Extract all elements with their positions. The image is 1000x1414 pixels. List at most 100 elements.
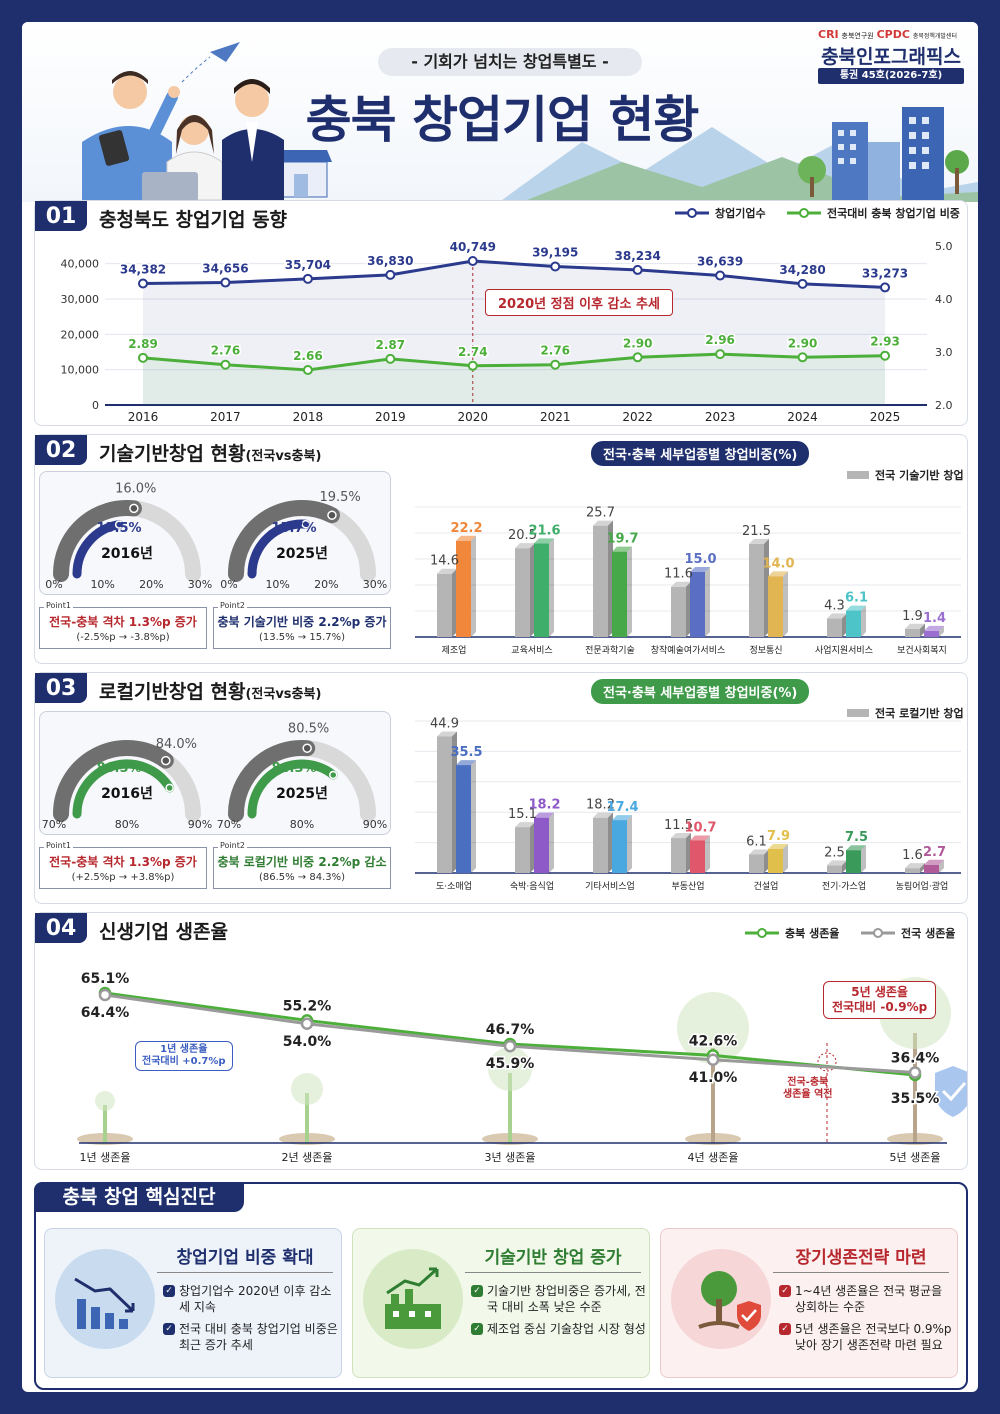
data-label: 2.66 (293, 349, 323, 363)
bar-local-label: 35.5 (450, 745, 482, 760)
x-tick-label: 2년 생존율 (282, 1151, 333, 1164)
data-point (550, 261, 561, 272)
category-label: 제조업 (442, 645, 467, 656)
bar-national (671, 586, 686, 637)
data-label: 36,639 (697, 255, 743, 269)
bar-national-label: 2.5 (824, 845, 845, 860)
factory-growth-icon (385, 1267, 441, 1329)
gauge-local-label: 84.3% (271, 761, 316, 776)
gauge-tick-label: 20% (139, 578, 163, 591)
bar-local-top (612, 815, 632, 821)
card-item: ✓ 전국 대비 충북 창업기업 비중은 최근 증가 추세 (163, 1321, 339, 1353)
series-area (143, 354, 885, 405)
data-label: 36.4% (891, 1051, 940, 1067)
data-label: 2.76 (211, 344, 241, 358)
callout-5year: 5년 생존율 전국대비 -0.9%p (823, 981, 937, 1019)
bar-national-side (452, 731, 457, 873)
gauge-tick-label: 10% (265, 578, 289, 591)
gauge-local-dot (329, 770, 338, 780)
point2-box: Point2 충북 기술기반 비중 2.2%p 증가 (13.5% → 15.7… (213, 601, 391, 649)
y-right-tick-label: 5.0 (935, 240, 953, 253)
bar-local-side (471, 760, 476, 873)
bar-national-label: 11.6 (664, 567, 693, 582)
card-item: ✓ 5년 생존율은 전국보다 0.9%p 낮아 장기 생존전략 마련 필요 (779, 1321, 955, 1353)
point2-box: Point2 충북 로컬기반 비중 2.2%p 감소 (86.5% → 84.3… (213, 841, 391, 889)
data-point (98, 988, 112, 1002)
bar-national-top (749, 538, 769, 544)
bar-local-top (612, 546, 632, 552)
bar-national-side (530, 543, 535, 637)
bar-national (437, 736, 452, 873)
data-point (908, 1066, 922, 1079)
point1-box: Point1 전국-충북 격차 1.3%p 증가 (+2.5%p → +3.8%… (39, 841, 207, 889)
plant-stem (305, 1093, 309, 1143)
x-tick-label: 2020 (458, 410, 489, 424)
point1-box: Point1 전국-충북 격차 1.3%p 증가 (-2.5%p → -3.8%… (39, 601, 207, 649)
bar-national-top (749, 849, 769, 855)
category-label: 도·소매업 (436, 881, 472, 892)
gauge-national-dot (327, 510, 337, 520)
series-name: 충북인포그래픽스 (821, 46, 961, 68)
data-point (880, 282, 890, 293)
x-tick-label: 2017 (210, 410, 241, 424)
data-point (550, 359, 561, 370)
section-survival-rate: 04 신생기업 생존율 충북 생존율 전국 생존율 1년 생존율 2년 생존율 3년… (34, 912, 968, 1170)
bar-local-side (783, 571, 788, 637)
data-label: 54.0% (283, 1034, 332, 1050)
data-point (797, 352, 808, 363)
bar-local-top (456, 760, 476, 766)
category-label: 사업지원서비스 (815, 645, 873, 656)
gauge-local-dot (114, 520, 124, 529)
data-label: 64.4% (81, 1005, 130, 1021)
data-label: 46.7% (486, 1022, 535, 1038)
data-label: 65.1% (81, 971, 130, 987)
plant-leaves (677, 992, 749, 1064)
bar-national-top (515, 543, 535, 549)
bar-local-label: 18.2 (528, 798, 560, 813)
gauge-national-arc (228, 740, 316, 822)
card-title: 창업기업 비중 확대 (157, 1243, 333, 1273)
gauge-local-label: 86.5% (96, 761, 141, 776)
bar-legend: 전국 로컬기반 창업 (847, 705, 964, 721)
data-label: 2.87 (376, 338, 406, 352)
bar-national-side (842, 860, 847, 873)
category-label: 건설업 (754, 881, 779, 892)
data-label: 33,273 (862, 266, 908, 280)
bar-local-side (783, 843, 788, 873)
section-number: 01 (35, 201, 87, 231)
gauge-tick-label: 10% (90, 578, 114, 591)
data-point (632, 264, 643, 275)
gauge-national-label: 16.0% (115, 481, 156, 496)
bar-national (671, 838, 686, 873)
bar-national (827, 618, 842, 637)
x-tick-label: 2018 (293, 410, 324, 424)
gauge-2016: 16.0% 13.5% 2016년 0% 10% 20% 30% (45, 481, 212, 591)
cri-logo: CRI (818, 28, 839, 41)
gauge-local-arc (72, 759, 175, 819)
data-point (300, 1017, 314, 1030)
bar-local (534, 817, 549, 873)
bar-national (749, 543, 764, 637)
bar-local (768, 848, 783, 873)
diagnosis-card-survival: 장기생존전략 마련 ✓ 1~4년 생존율은 전국 평균을 상회하는 수준 ✓ 5년 … (660, 1228, 958, 1378)
series-line (142, 259, 886, 289)
bar-local-top (534, 538, 554, 544)
bar-national-top (515, 822, 535, 828)
section-startup-trend: 01 충청북도 창업기업 동향 창업기업수 전국대비 충북 창업기업 비중 0 1… (34, 200, 968, 426)
bar-national (593, 817, 608, 873)
bar-local-top (690, 567, 710, 572)
cpdc-logo: CPDC (876, 28, 910, 41)
bar-local (456, 540, 471, 637)
gauge-tick-label: 70% (217, 818, 241, 831)
x-tick-label: 2016 (128, 410, 159, 424)
bar-national (515, 548, 530, 637)
gauge-local-arc (247, 759, 338, 819)
x-tick-label: 2021 (540, 410, 571, 424)
x-tick-label: 4년 생존율 (688, 1151, 739, 1164)
gauge-2016: 84.0% 86.5% 2016년 70% 80% 90% (42, 737, 212, 831)
gauge-local-arc (247, 519, 311, 579)
category-label: 전문과학기술 (585, 645, 635, 656)
bar-national-label: 15.1 (508, 807, 537, 822)
section-local-startup: 03 로컬기반창업 현황(전국vs충북) 84.0% 86.5% 2016년 70% 8… (34, 672, 968, 904)
bar-local-top (846, 605, 866, 611)
